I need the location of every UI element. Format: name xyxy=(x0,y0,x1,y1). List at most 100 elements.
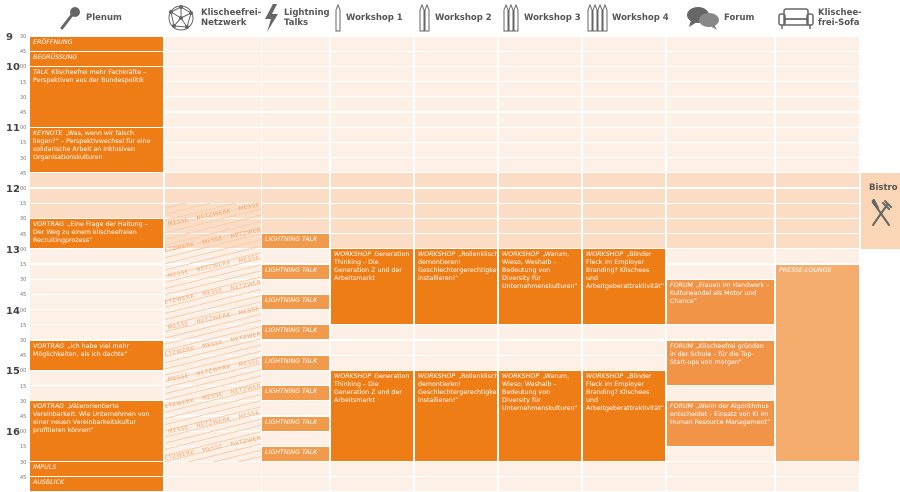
slot-cell xyxy=(499,82,581,97)
event-title: „Blinder Fleck im Employer Branding? Kli… xyxy=(586,372,664,412)
slot-cell xyxy=(776,36,859,51)
slot-cell xyxy=(30,264,163,279)
messe-row: NETZWERK MESSE NETZWERK xyxy=(165,381,261,411)
messe-label: MESSE xyxy=(201,235,224,247)
event-title: „Frauen im Handwerk – Kulturwandel als M… xyxy=(670,281,770,305)
minute-label: 00 xyxy=(20,125,27,132)
slot-cell xyxy=(776,462,859,477)
event-title: „Eine Frage der Haltung – Der Weg zu ein… xyxy=(33,220,148,244)
event-title: „Warum, Wieso, Weshalb – Bedeutung von D… xyxy=(502,251,578,291)
event-title: „Blinder Fleck im Employer Branding? Kli… xyxy=(586,251,664,291)
slot-cell xyxy=(776,173,859,188)
slot-cell xyxy=(331,477,413,492)
slot-cell xyxy=(776,142,859,158)
messe-label: MESSE xyxy=(167,425,190,436)
slot-cell xyxy=(776,51,859,66)
slot-cell xyxy=(165,51,261,66)
minute-label: 45 xyxy=(20,414,27,420)
slot-cell xyxy=(331,66,413,82)
event-type: WORKSHOP xyxy=(586,251,624,259)
event-type: LIGHTNING TALK xyxy=(265,418,318,426)
event-block: VORTRAG „Eine Frage der Haltung – Der Weg… xyxy=(30,218,163,249)
event-type: WORKSHOP xyxy=(334,251,372,259)
messe-label: NETZWERK xyxy=(196,364,232,378)
slot-cell xyxy=(583,173,665,188)
slot-cell xyxy=(262,36,329,51)
slot-cell xyxy=(331,158,413,173)
slot-cell xyxy=(415,462,497,477)
slot-cell xyxy=(499,66,581,82)
slot-cell xyxy=(667,142,774,158)
messe-label: MESSE xyxy=(201,287,224,299)
slot-cell xyxy=(415,188,497,203)
slot-cell xyxy=(583,325,665,340)
slot-cell xyxy=(415,355,497,370)
event-type: WORKSHOP xyxy=(586,372,624,380)
event-block: WORKSHOP Generation Thinking – Die Genera… xyxy=(331,370,413,462)
slot-cell xyxy=(165,82,261,97)
minute-label: 00 xyxy=(20,368,27,375)
slot-cell xyxy=(262,401,329,416)
header-plenum: Plenum xyxy=(58,2,122,34)
event-block: WORKSHOP„Rollenklischees demontieren! Ge… xyxy=(415,249,497,325)
slot-cell xyxy=(667,234,774,249)
messe-label: NETZWERK xyxy=(230,330,261,345)
slot-cell xyxy=(165,173,261,188)
messe-label: MESSE xyxy=(167,321,190,332)
icon-network xyxy=(168,5,194,31)
event-title: „Rollenklischees demontieren! Geschlecht… xyxy=(418,251,497,283)
column-label: Lightning Talks xyxy=(284,8,330,28)
messe-row: NETZWERK MESSE NETZWERK xyxy=(165,433,261,462)
event-type: LIGHTNING TALK xyxy=(265,236,318,244)
event-type: LIGHTNING TALK xyxy=(265,388,318,396)
messe-label: MESSE xyxy=(201,339,224,351)
slot-cell xyxy=(262,249,329,264)
slot-cell xyxy=(331,82,413,97)
event-block: LIGHTNING TALK xyxy=(262,446,329,462)
slot-cell xyxy=(667,36,774,51)
slot-cell xyxy=(415,234,497,249)
event-block: AUSBLICK xyxy=(30,477,163,492)
slot-cell xyxy=(583,127,665,142)
slot-cell xyxy=(583,218,665,234)
column-label: Workshop 4 xyxy=(612,13,669,23)
slot-cell xyxy=(331,234,413,249)
event-title: „Rollenklischees demontieren! Geschlecht… xyxy=(418,372,497,404)
slot-cell xyxy=(499,97,581,112)
minute-label: 15 xyxy=(20,383,27,390)
slot-cell xyxy=(30,325,163,340)
event-type: KEYNOTE xyxy=(33,129,63,137)
slot-cell xyxy=(331,355,413,370)
event-block: LIGHTNING TALK xyxy=(262,386,329,401)
slot-cell xyxy=(262,431,329,446)
slot-cell xyxy=(776,66,859,82)
slot-cell xyxy=(262,158,329,173)
event-type: IMPULS xyxy=(33,464,57,472)
slot-cell xyxy=(331,462,413,477)
icon-pencils xyxy=(335,4,341,32)
slot-cell xyxy=(262,127,329,142)
icon-pencils xyxy=(587,4,608,32)
slot-cell xyxy=(415,340,497,355)
slot-cell xyxy=(331,173,413,188)
event-title: „Klischeefrei gründen in der Schule – fü… xyxy=(670,342,764,366)
slot-cell xyxy=(776,112,859,127)
messe-row: MESSE NETZWERK MESSE xyxy=(167,409,261,436)
event-type: WORKSHOP xyxy=(418,372,456,380)
event-block: PRESSE-LOUNGE xyxy=(776,264,859,462)
messe-label: NETZWERK xyxy=(196,416,232,430)
event-block: LIGHTNING TALK xyxy=(262,294,329,310)
column-label: Klischee- frei-Sofa xyxy=(818,8,862,28)
minute-label: 15 xyxy=(20,201,27,208)
event-type: AUSBLICK xyxy=(33,479,65,487)
event-title: Klischeefrei mehr Fachkräfte – Perspekti… xyxy=(33,68,147,84)
minute-label: 45 xyxy=(20,292,27,299)
event-block: LIGHTNING TALK xyxy=(262,416,329,431)
slot-cell xyxy=(499,51,581,66)
hour-label: 14 xyxy=(6,305,20,317)
slot-cell xyxy=(331,203,413,218)
minute-label: 45 xyxy=(20,231,27,238)
event-title: „Warum, Wieso, Weshalb – Bedeutung von D… xyxy=(502,372,578,412)
icon-microphone xyxy=(60,7,80,30)
